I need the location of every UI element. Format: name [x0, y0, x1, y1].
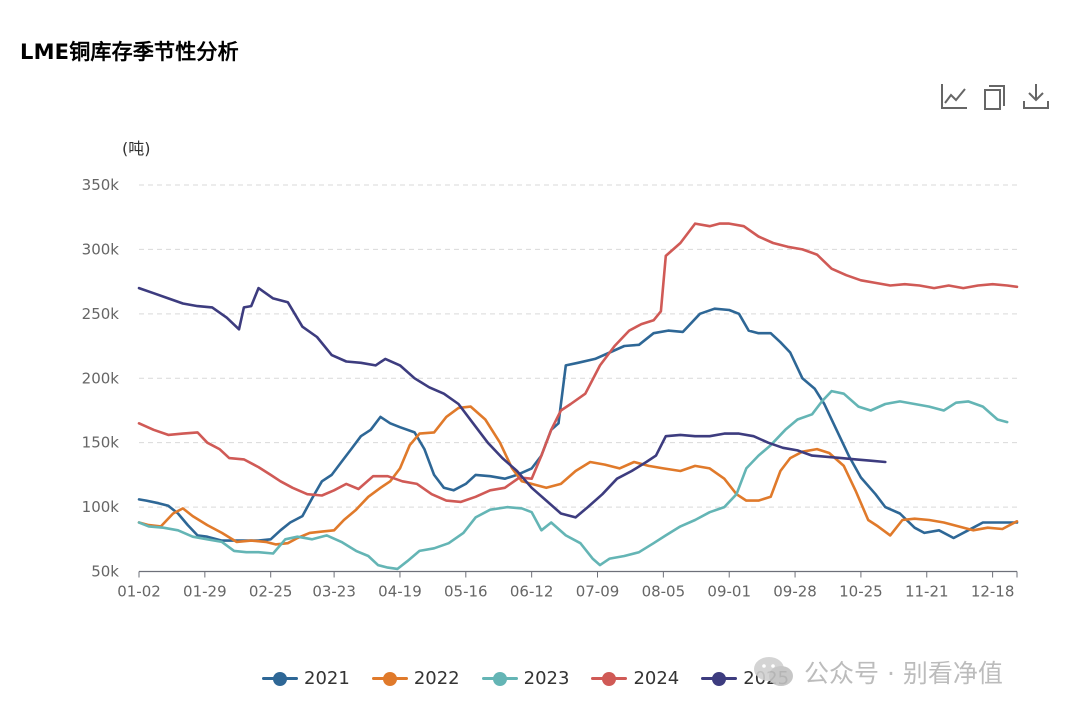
grid-lines — [139, 184, 1017, 508]
y-tick-label: 150k — [82, 434, 120, 452]
legend-symbol — [591, 671, 628, 686]
y-tick-label: 50k — [91, 563, 119, 581]
chart-title: LME铜库存季节性分析 — [20, 40, 239, 64]
legend-item-2024[interactable]: 2024 — [591, 668, 679, 689]
series-line-2024[interactable] — [137, 222, 1019, 504]
x-tick-label: 02-25 — [249, 583, 293, 601]
y-tick-label: 100k — [82, 498, 120, 516]
copy-icon[interactable] — [979, 80, 1011, 112]
x-tick-label: 09-01 — [707, 583, 751, 601]
x-tick-label: 01-02 — [117, 583, 161, 601]
y-tick-label: 200k — [82, 369, 120, 387]
legend-symbol — [481, 671, 518, 686]
line-chart-icon[interactable] — [938, 80, 970, 112]
x-tick-label: 09-28 — [773, 583, 817, 601]
chart-toolbar — [938, 80, 1052, 112]
y-axis-unit: (吨) — [122, 139, 151, 158]
download-icon[interactable] — [1020, 80, 1052, 112]
legend-symbol — [371, 671, 408, 686]
legend-label: 2024 — [633, 668, 680, 689]
x-tick-label: 06-12 — [510, 583, 554, 601]
legend-item-2022[interactable]: 2022 — [371, 668, 460, 689]
legend: 20212022202320242025 — [262, 668, 789, 689]
y-tick-label: 350k — [82, 176, 120, 194]
legend-item-2021[interactable]: 2021 — [262, 668, 350, 689]
legend-label: 2022 — [413, 668, 460, 689]
x-tick-label: 11-21 — [905, 583, 949, 601]
y-tick-label: 250k — [82, 305, 120, 323]
x-tick-label: 10-25 — [839, 583, 883, 601]
legend-item-2023[interactable]: 2023 — [481, 668, 570, 689]
x-axis-labels: 01-02 01-29 02-25 03-23 04-19 05-16 06-12 07-09… — [117, 571, 1018, 601]
x-tick-label: 07-09 — [576, 583, 620, 601]
x-tick-label: 01-29 — [183, 583, 227, 601]
x-tick-label: 05-16 — [444, 583, 488, 601]
wechat-icon — [754, 657, 793, 686]
series-line-2025[interactable] — [137, 286, 887, 519]
y-tick-label: 300k — [82, 240, 120, 258]
watermark: 公众号 · 别看净值 — [752, 654, 1003, 690]
x-tick-label: 03-23 — [312, 583, 356, 601]
series-line-2023[interactable] — [137, 389, 1009, 571]
series-line-2021[interactable] — [137, 307, 1019, 542]
x-tick-label: 12-18 — [971, 583, 1015, 601]
x-tick-label: 08-05 — [642, 583, 686, 601]
series-lines — [137, 222, 1019, 571]
legend-symbol — [262, 671, 298, 686]
x-tick-label: 04-19 — [378, 583, 422, 601]
y-axis-labels: 50k 100k 150k 200k 250k 300k 350k — [82, 176, 120, 581]
legend-symbol — [701, 671, 738, 686]
watermark-text: 公众号 · 别看净值 — [804, 659, 1003, 688]
legend-label: 2021 — [304, 668, 350, 689]
legend-label: 2023 — [523, 668, 570, 689]
